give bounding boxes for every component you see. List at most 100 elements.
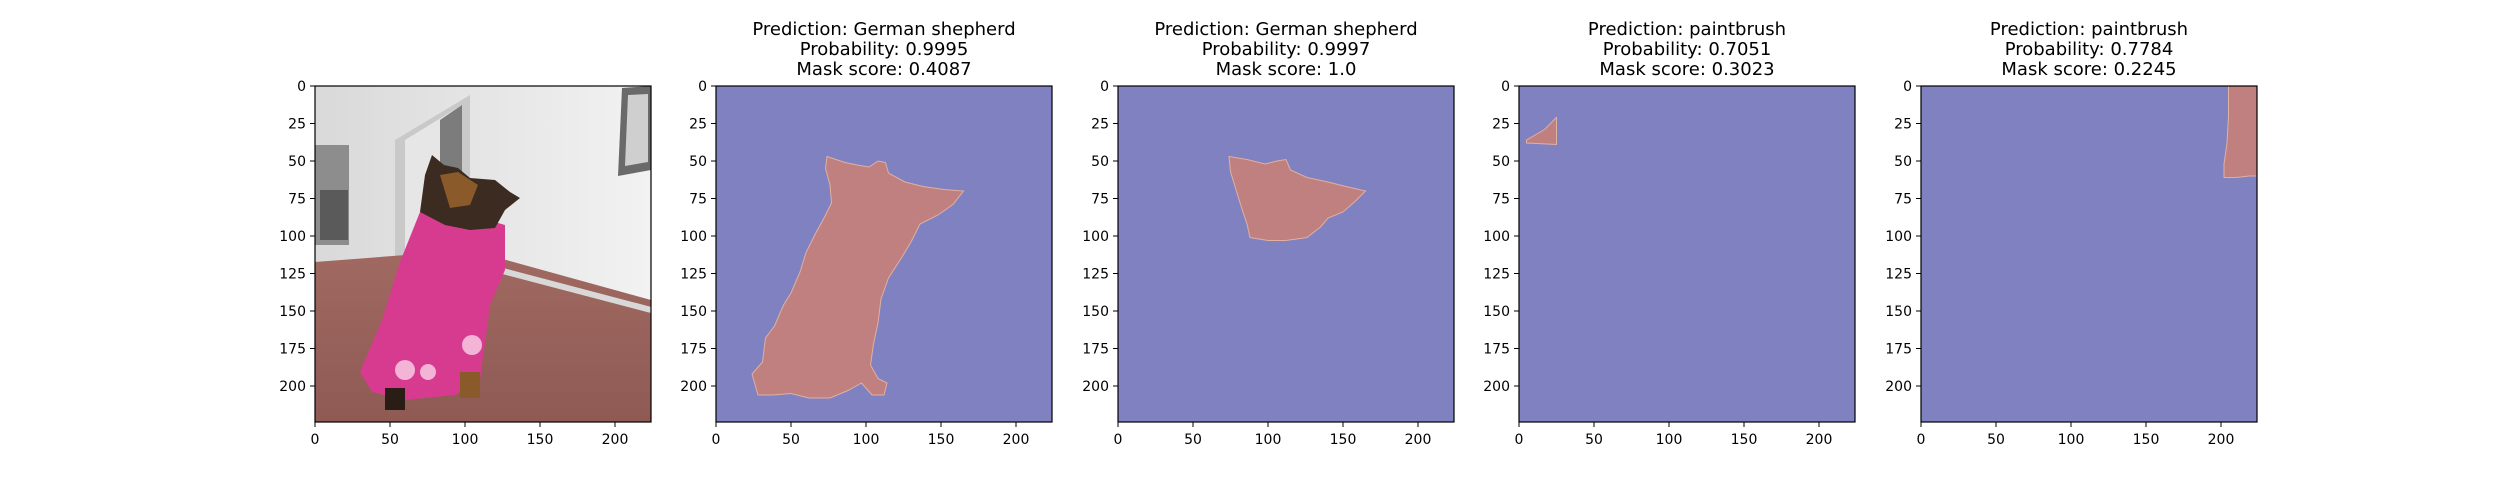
y-tick-label: 0: [1903, 79, 1912, 95]
y-tick-label: 0: [1501, 79, 1510, 95]
x-tick-label: 150: [1330, 432, 1357, 448]
mask-background: [1519, 86, 1855, 422]
y-tick-label: 175: [1483, 342, 1510, 358]
panel-title-line: Mask score: 0.2245: [2001, 59, 2176, 80]
panel-title-line: Probability: 0.9995: [800, 39, 969, 60]
x-tick-label: 150: [1731, 432, 1758, 448]
y-tick-label: 200: [680, 379, 707, 395]
x-tick-label: 100: [853, 432, 880, 448]
y-tick-label: 200: [279, 379, 306, 395]
mask-panel-2: [1117, 85, 1455, 423]
y-tick-label: 0: [1100, 79, 1109, 95]
y-tick-label: 75: [1091, 192, 1109, 208]
x-tick-label: 150: [928, 432, 955, 448]
x-tick-label: 200: [2208, 432, 2235, 448]
y-tick-label: 25: [288, 117, 306, 133]
panel-title-line: Probability: 0.9997: [1202, 39, 1371, 60]
y-tick-label: 75: [1492, 192, 1510, 208]
x-tick-label: 0: [1114, 432, 1123, 448]
y-tick-label: 125: [680, 267, 707, 283]
panel-title-line: Prediction: German shepherd: [752, 19, 1015, 40]
y-tick-label: 175: [1082, 342, 1109, 358]
y-tick-label: 0: [698, 79, 707, 95]
y-tick-label: 0: [297, 79, 306, 95]
y-tick-label: 175: [1885, 342, 1912, 358]
panel-title-line: Mask score: 0.3023: [1599, 59, 1774, 80]
y-tick-label: 150: [1483, 304, 1510, 320]
x-tick-label: 150: [527, 432, 554, 448]
x-tick-label: 150: [2133, 432, 2160, 448]
axes-frame: [715, 85, 1053, 423]
x-tick-label: 100: [1656, 432, 1683, 448]
x-tick-label: 50: [381, 432, 399, 448]
panel-title-line: Prediction: paintbrush: [1990, 19, 2188, 40]
panel-title-line: Prediction: German shepherd: [1154, 19, 1417, 40]
y-tick-label: 50: [689, 154, 707, 170]
segmentation-mask: [1228, 155, 1367, 241]
mask-background: [1118, 86, 1454, 422]
y-tick-label: 175: [279, 342, 306, 358]
y-tick-label: 100: [1885, 229, 1912, 245]
x-tick-label: 100: [2058, 432, 2085, 448]
panel-title-line: Probability: 0.7051: [1603, 39, 1772, 60]
y-tick-label: 50: [1492, 154, 1510, 170]
y-tick-label: 75: [1894, 192, 1912, 208]
y-tick-label: 50: [1091, 154, 1109, 170]
segmentation-mask: [2223, 85, 2258, 178]
y-tick-label: 100: [279, 229, 306, 245]
axes-frame: [1920, 85, 2258, 423]
x-tick-label: 200: [602, 432, 629, 448]
y-tick-label: 125: [1082, 267, 1109, 283]
input-image-panel: [314, 85, 652, 423]
x-tick-label: 50: [1987, 432, 2005, 448]
y-tick-label: 200: [1483, 379, 1510, 395]
x-tick-label: 50: [1585, 432, 1603, 448]
x-tick-label: 50: [782, 432, 800, 448]
axes-frame: [1117, 85, 1455, 423]
y-tick-label: 125: [279, 267, 306, 283]
y-tick-label: 150: [1885, 304, 1912, 320]
mask-panel-3: [1518, 85, 1856, 423]
x-tick-label: 0: [712, 432, 721, 448]
x-tick-label: 100: [452, 432, 479, 448]
y-tick-label: 100: [680, 229, 707, 245]
mask-panel-1: [715, 85, 1053, 423]
y-tick-label: 75: [288, 192, 306, 208]
mask-background: [1921, 86, 2257, 422]
y-tick-label: 25: [1894, 117, 1912, 133]
y-tick-label: 25: [1492, 117, 1510, 133]
panel-title-line: Prediction: paintbrush: [1588, 19, 1786, 40]
y-tick-label: 125: [1483, 267, 1510, 283]
y-tick-label: 25: [689, 117, 707, 133]
axes-layer: 0 50 100 150 200 0 25 50 75 100 125 150 175 200 0 50 100…: [279, 19, 2234, 448]
panel-title-line: Probability: 0.7784: [2005, 39, 2174, 60]
y-tick-label: 50: [1894, 154, 1912, 170]
y-tick-label: 150: [279, 304, 306, 320]
axes-frame: [1518, 85, 1856, 423]
panel-title-line: Mask score: 0.4087: [796, 59, 971, 80]
x-tick-label: 200: [1405, 432, 1432, 448]
y-tick-label: 100: [1483, 229, 1510, 245]
y-tick-label: 150: [1082, 304, 1109, 320]
y-tick-label: 25: [1091, 117, 1109, 133]
mask-panel-4: [1920, 85, 2258, 423]
segmentation-mask: [751, 155, 965, 399]
y-tick-label: 200: [1885, 379, 1912, 395]
y-tick-label: 175: [680, 342, 707, 358]
y-tick-label: 50: [288, 154, 306, 170]
x-tick-label: 200: [1806, 432, 1833, 448]
y-tick-label: 200: [1082, 379, 1109, 395]
y-tick-label: 150: [680, 304, 707, 320]
y-tick-label: 75: [689, 192, 707, 208]
x-tick-label: 50: [1184, 432, 1202, 448]
y-tick-label: 125: [1885, 267, 1912, 283]
y-tick-label: 100: [1082, 229, 1109, 245]
dog-photo: [315, 86, 651, 422]
x-tick-label: 0: [1917, 432, 1926, 448]
x-tick-label: 200: [1003, 432, 1030, 448]
segmentation-mask: [1526, 116, 1557, 146]
x-tick-label: 0: [1515, 432, 1524, 448]
panel-title-line: Mask score: 1.0: [1216, 59, 1357, 80]
x-tick-label: 100: [1255, 432, 1282, 448]
